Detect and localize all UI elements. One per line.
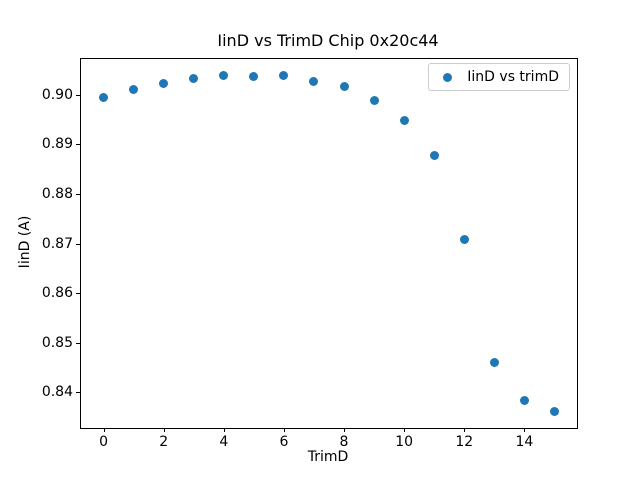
scatter-point: [489, 357, 499, 367]
scatter-point: [519, 396, 529, 406]
y-tick-label: 0.87: [41, 235, 73, 252]
x-tick-mark: [524, 428, 526, 432]
legend: IinD vs trimD: [428, 63, 570, 91]
y-tick-mark: [76, 243, 80, 245]
x-tick-mark: [404, 428, 406, 432]
scatter-point: [189, 74, 199, 84]
x-tick-label: 14: [515, 434, 534, 450]
chart-title: IinD vs TrimD Chip 0x20c44: [217, 31, 439, 50]
scatter-point: [129, 84, 139, 94]
y-tick-label: 0.90: [41, 86, 73, 103]
y-tick-mark: [76, 392, 80, 394]
legend-label: IinD vs trimD: [467, 69, 559, 85]
x-tick-label: 0: [99, 434, 108, 450]
x-tick-mark: [464, 428, 466, 432]
x-tick-label: 8: [339, 434, 349, 450]
scatter-point: [219, 71, 229, 81]
x-tick-label: 10: [395, 434, 414, 450]
x-tick-label: 4: [219, 434, 229, 450]
x-tick-label: 6: [279, 434, 289, 450]
scatter-point: [159, 78, 169, 88]
x-tick-mark: [223, 428, 225, 432]
x-axis-label: TrimD: [307, 449, 349, 465]
y-tick-label: 0.88: [41, 185, 73, 202]
y-tick-mark: [76, 144, 80, 146]
x-tick-label: 2: [159, 434, 169, 450]
y-tick-label: 0.89: [41, 136, 73, 153]
scatter-point: [279, 71, 289, 81]
scatter-point: [549, 406, 559, 416]
y-tick-mark: [76, 94, 80, 96]
scatter-point: [429, 150, 439, 160]
scatter-point: [339, 82, 349, 92]
scatter-point: [309, 77, 319, 87]
y-tick-label: 0.86: [41, 285, 73, 302]
scatter-point: [99, 93, 109, 103]
scatter-point: [369, 96, 379, 106]
x-tick-label: 12: [455, 434, 474, 450]
x-tick-mark: [163, 428, 165, 432]
y-tick-label: 0.85: [41, 334, 73, 351]
scatter-point: [249, 72, 259, 82]
plot-area: 0 2 4 6 8 10 12 14 0.84 0.85 0.86 0.87 0.88 0.89 0.90…: [42, 58, 578, 450]
y-tick-mark: [76, 293, 80, 295]
scatter-point: [459, 235, 469, 245]
x-tick-mark: [283, 428, 285, 432]
x-tick-mark: [103, 428, 105, 432]
x-tick-mark: [344, 428, 346, 432]
y-tick-mark: [76, 342, 80, 344]
y-tick-mark: [76, 193, 80, 195]
legend-marker-icon: [443, 72, 453, 82]
scatter-point: [399, 115, 409, 125]
y-tick-label: 0.84: [41, 384, 73, 401]
